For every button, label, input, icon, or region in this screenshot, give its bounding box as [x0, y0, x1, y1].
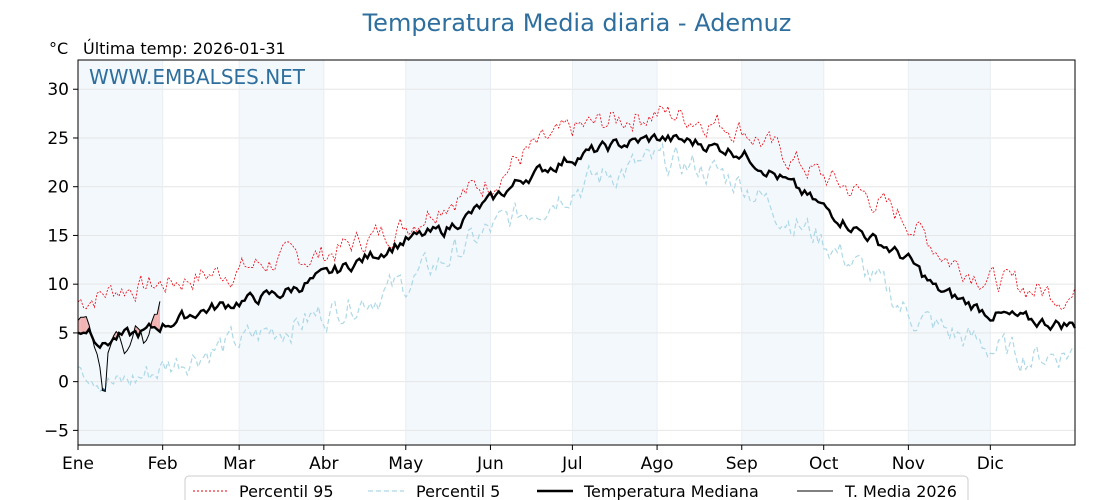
y-tick-label: 25 — [47, 129, 69, 149]
legend: Percentil 95 Percentil 5 Temperatura Med… — [184, 475, 969, 500]
above-median-fill — [154, 314, 158, 330]
series-lines — [77, 105, 1077, 393]
above-median-fill — [78, 317, 81, 334]
x-tick-label-mar: Mar — [223, 454, 255, 474]
x-tick-label-feb: Feb — [148, 454, 178, 474]
x-tick-label-may: May — [388, 454, 423, 474]
last-temp-label: Última temp: 2026-01-31 — [83, 39, 286, 58]
x-tick-label-jul: Jul — [561, 454, 583, 474]
x-axis: Ene Feb Mar Abr May Jun Jul Ago Sep Oct Nov Dic — [62, 445, 1004, 474]
above-median-fill — [83, 316, 87, 334]
x-tick-label-abr: Abr — [309, 454, 338, 474]
month-band-ene — [78, 60, 163, 445]
series-line-temperatura-mediana — [77, 132, 1077, 350]
month-bands — [78, 60, 991, 445]
legend-box — [184, 475, 969, 500]
legend-label-p5: Percentil 5 — [416, 482, 500, 500]
x-tick-label-oct: Oct — [809, 454, 839, 474]
x-tick-label-jun: Jun — [476, 454, 504, 474]
x-tick-label-dic: Dic — [977, 454, 1004, 474]
y-tick-label: 20 — [47, 178, 69, 198]
y-tick-label: 5 — [58, 324, 69, 344]
month-band-mar — [239, 60, 324, 445]
above-median-fill — [157, 301, 160, 332]
legend-label-median: Temperatura Mediana — [583, 482, 759, 500]
grid — [77, 60, 1075, 445]
y-tick-label: 10 — [47, 275, 69, 295]
x-tick-label-nov: Nov — [892, 454, 925, 474]
x-tick-label-sep: Sep — [726, 454, 758, 474]
plot-frame — [77, 59, 1076, 446]
series-line-percentil-95 — [77, 105, 1076, 310]
month-band-nov — [908, 60, 991, 445]
legend-label-current: T. Media 2026 — [844, 482, 957, 500]
series-line-percentil-5 — [77, 141, 1076, 393]
month-band-sep — [741, 60, 824, 445]
y-tick-label: 0 — [58, 373, 69, 393]
x-tick-label-ago: Ago — [641, 454, 674, 474]
y-axis: −5 0 5 10 15 20 25 30 — [44, 80, 78, 441]
x-tick-label-ene: Ene — [62, 454, 94, 474]
legend-label-p95: Percentil 95 — [239, 482, 334, 500]
y-tick-label: −5 — [44, 421, 69, 441]
below-p5-fill — [105, 378, 109, 392]
y-tick-label: 30 — [47, 80, 69, 100]
chart-title: Temperatura Media diaria - Ademuz — [362, 9, 792, 37]
watermark: WWW.EMBALSES.NET — [89, 65, 306, 89]
month-band-jul — [572, 60, 658, 445]
series-line-t-media-2026 — [77, 301, 161, 393]
unit-label: °C — [49, 39, 68, 58]
month-band-may — [405, 60, 491, 445]
y-tick-label: 15 — [47, 226, 69, 246]
above-median-fill — [80, 317, 84, 334]
